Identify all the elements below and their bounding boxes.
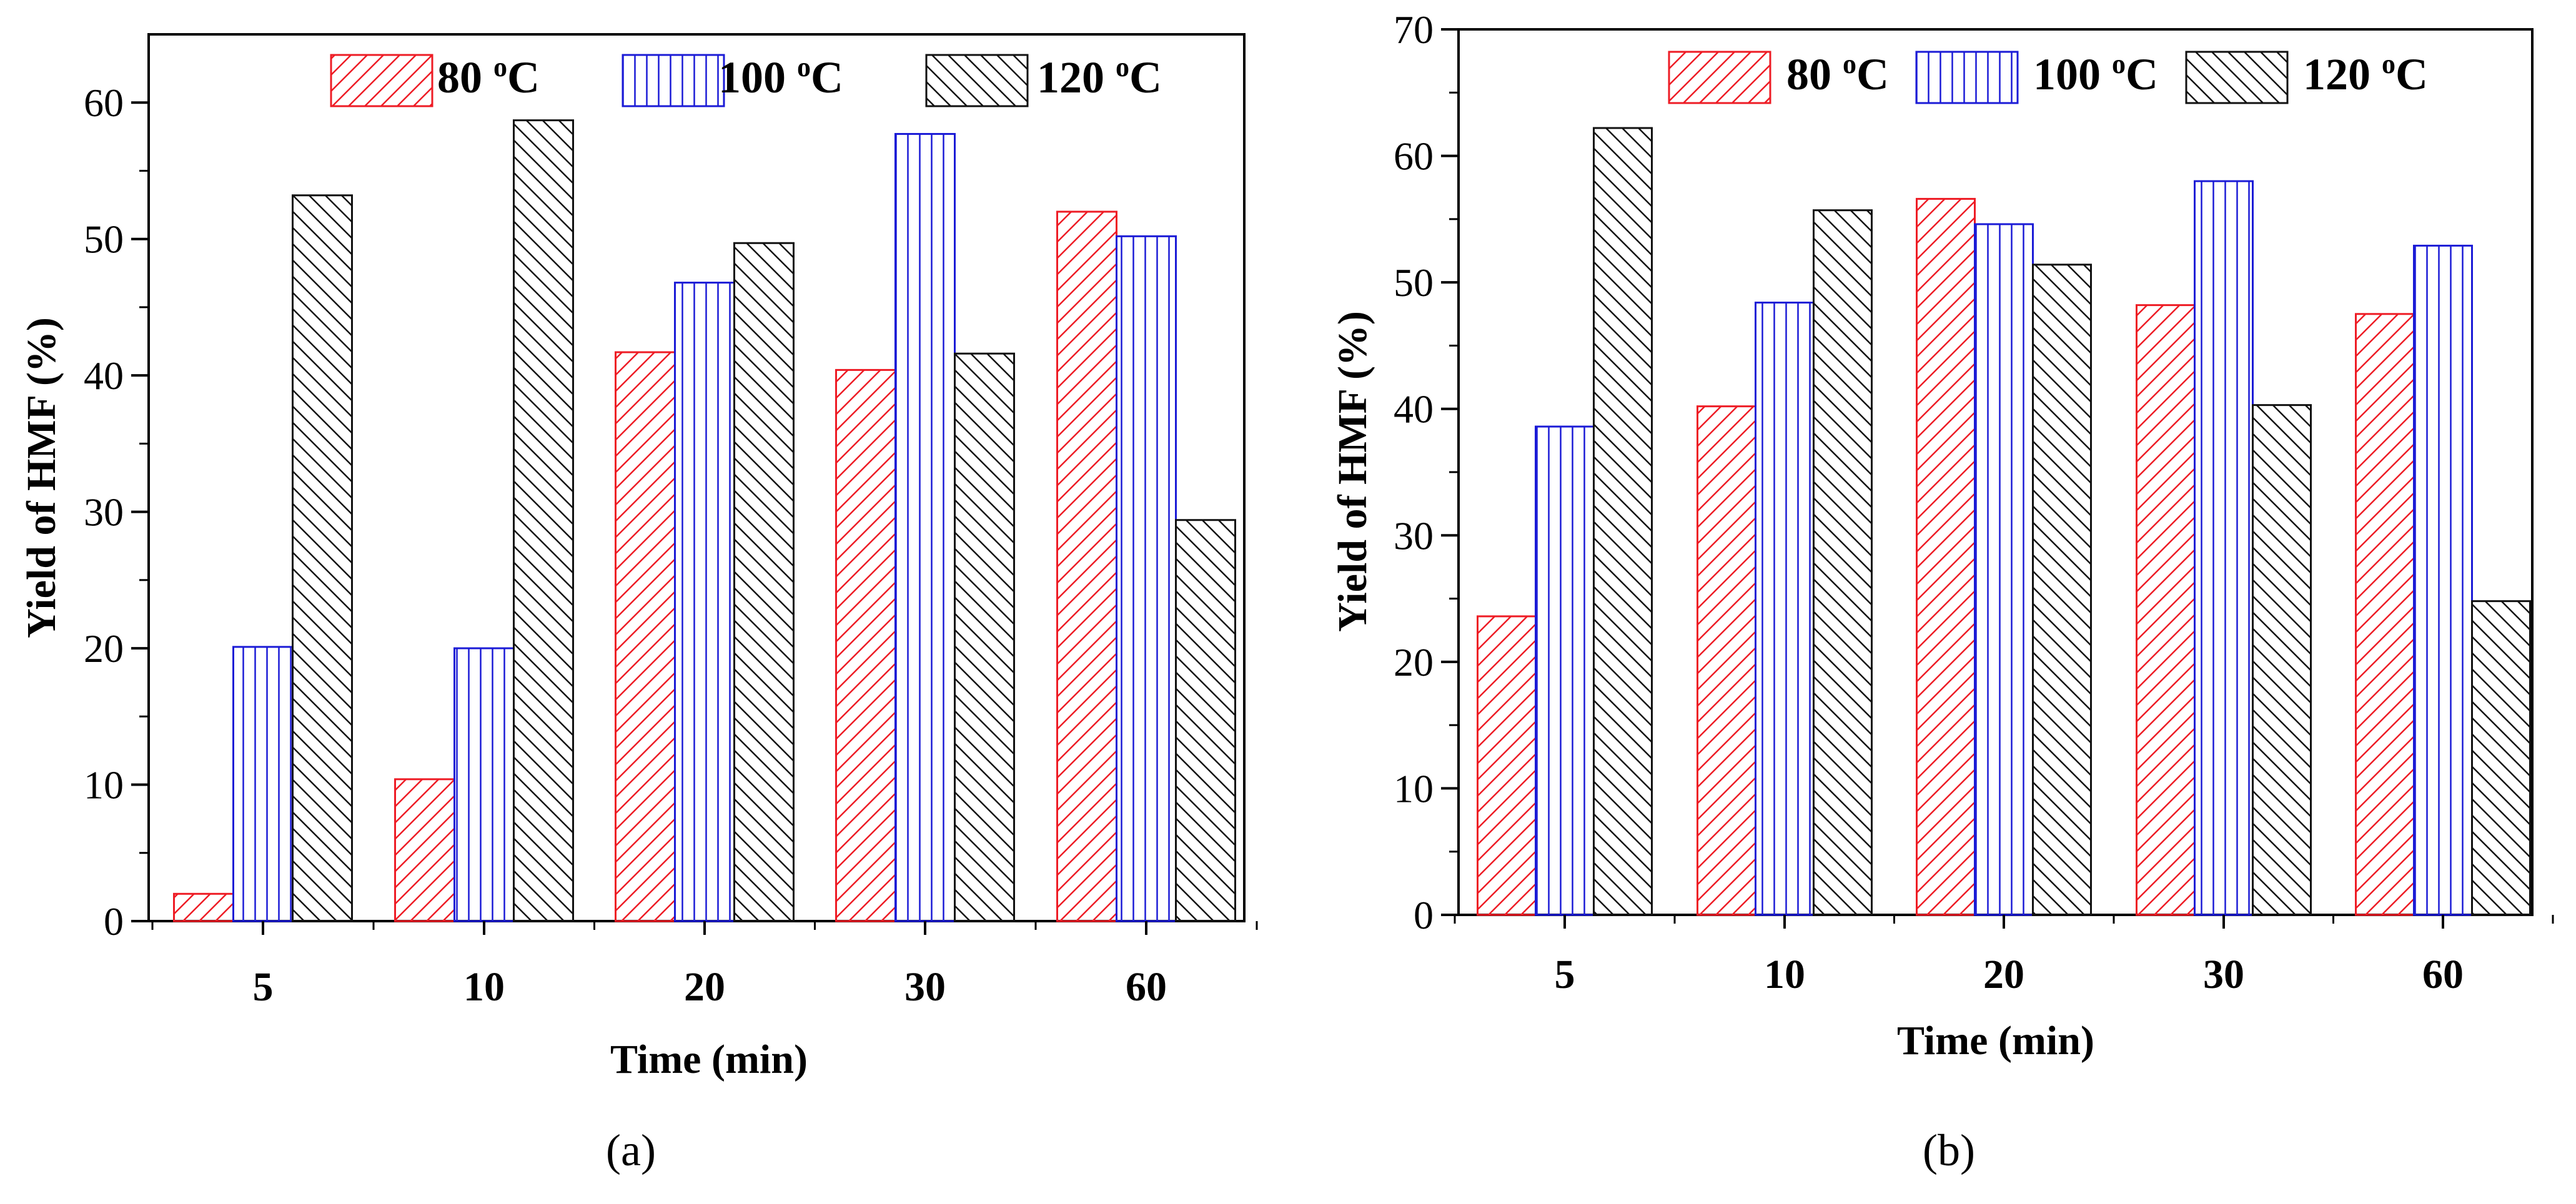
x-tick-label: 20 (684, 964, 725, 1010)
x-tick-label: 60 (1126, 964, 1167, 1010)
bar (1813, 209, 1873, 916)
bar (2413, 244, 2473, 916)
y-axis: 0 10 20 30 40 50 60 70 (1394, 7, 1459, 937)
legend-label: 120 oC (1037, 52, 1162, 102)
y-tick-label: 10 (1394, 766, 1434, 811)
y-tick-label: 60 (84, 81, 124, 125)
y-tick-label: 30 (1394, 513, 1434, 558)
x-tick-label: 30 (2203, 952, 2244, 997)
chart-panel-b: 80 oC 100 oC 120 oC 0 10 20 30 40 50 60 70 5 10 20 3… (1330, 7, 2554, 1175)
y-tick-label: 0 (104, 899, 124, 944)
y-tick-label: 60 (1394, 134, 1434, 179)
legend-swatch (330, 54, 433, 107)
bar (733, 242, 795, 922)
legend-label: 100 oC (718, 52, 843, 102)
y-axis-title: Yield of HMF (%) (19, 317, 64, 638)
bar (2032, 264, 2092, 916)
x-axis-title: Time (min) (1897, 1018, 2094, 1063)
x-tick-label: 20 (1983, 952, 2024, 997)
panel-label: (b) (1923, 1125, 1975, 1175)
bar (2355, 313, 2415, 916)
bar (894, 132, 956, 922)
y-tick-label: 70 (1394, 7, 1434, 52)
legend-swatch (1915, 51, 2019, 104)
x-axis-title: Time (min) (610, 1037, 808, 1082)
chart-panel-a: 80 oC 100 oC 120 oC 0 10 20 30 40 50 60 5 10 20 30 6… (19, 33, 1258, 1175)
y-tick-label: 40 (84, 353, 124, 398)
bar (835, 368, 896, 922)
bar (1116, 235, 1177, 922)
bar (1974, 223, 2034, 916)
x-tick-label: 5 (253, 964, 274, 1010)
legend-label: 100 oC (2033, 49, 2158, 99)
bar (615, 351, 676, 922)
legend-swatch (925, 54, 1029, 107)
y-tick-label: 0 (1414, 893, 1434, 937)
bars (173, 119, 1236, 922)
legend-swatch (1668, 51, 1771, 104)
legend-label: 80 oC (1786, 49, 1889, 99)
y-tick-label: 20 (84, 626, 124, 671)
y-tick-label: 50 (84, 217, 124, 262)
x-tick-label: 10 (1764, 952, 1805, 997)
x-tick-label: 5 (1555, 952, 1575, 997)
x-axis: 5 10 20 30 60 (1454, 915, 2554, 997)
bar (2252, 404, 2312, 916)
bar (1593, 127, 1653, 916)
panel-label: (a) (606, 1125, 656, 1175)
y-tick-label: 50 (1394, 260, 1434, 305)
legend: 80 oC 100 oC 120 oC (330, 52, 1162, 107)
x-tick-label: 10 (463, 964, 505, 1010)
bar (954, 352, 1015, 922)
bar (1477, 615, 1537, 916)
legend-swatch (2185, 51, 2289, 104)
legend-label: 120 oC (2303, 49, 2428, 99)
y-axis: 0 10 20 30 40 50 60 (84, 81, 149, 944)
y-axis-title: Yield of HMF (%) (1330, 311, 1375, 632)
bar (1697, 405, 1756, 916)
bar (674, 282, 735, 922)
bar (232, 646, 294, 922)
y-tick-label: 20 (1394, 640, 1434, 684)
bar (1535, 425, 1595, 916)
x-tick-label: 30 (904, 964, 946, 1010)
legend-swatch (622, 54, 725, 107)
legend-label: 80 oC (437, 52, 540, 102)
x-axis: 5 10 20 30 60 (151, 921, 1258, 1010)
y-tick-label: 10 (84, 763, 124, 807)
bar (1916, 197, 1976, 916)
y-tick-label: 30 (84, 490, 124, 535)
bar (2471, 600, 2531, 916)
y-tick-label: 40 (1394, 387, 1434, 432)
bar (173, 892, 234, 922)
bar (1056, 210, 1117, 922)
legend: 80 oC 100 oC 120 oC (1668, 49, 2428, 104)
bar (2136, 304, 2196, 916)
bar (2194, 180, 2254, 916)
bars (1477, 127, 2531, 916)
bar (1175, 519, 1236, 922)
bar (292, 194, 353, 922)
bar (453, 647, 515, 922)
bar (394, 778, 455, 922)
bar (1755, 302, 1815, 916)
x-tick-label: 60 (2422, 952, 2464, 997)
bar (513, 119, 574, 922)
